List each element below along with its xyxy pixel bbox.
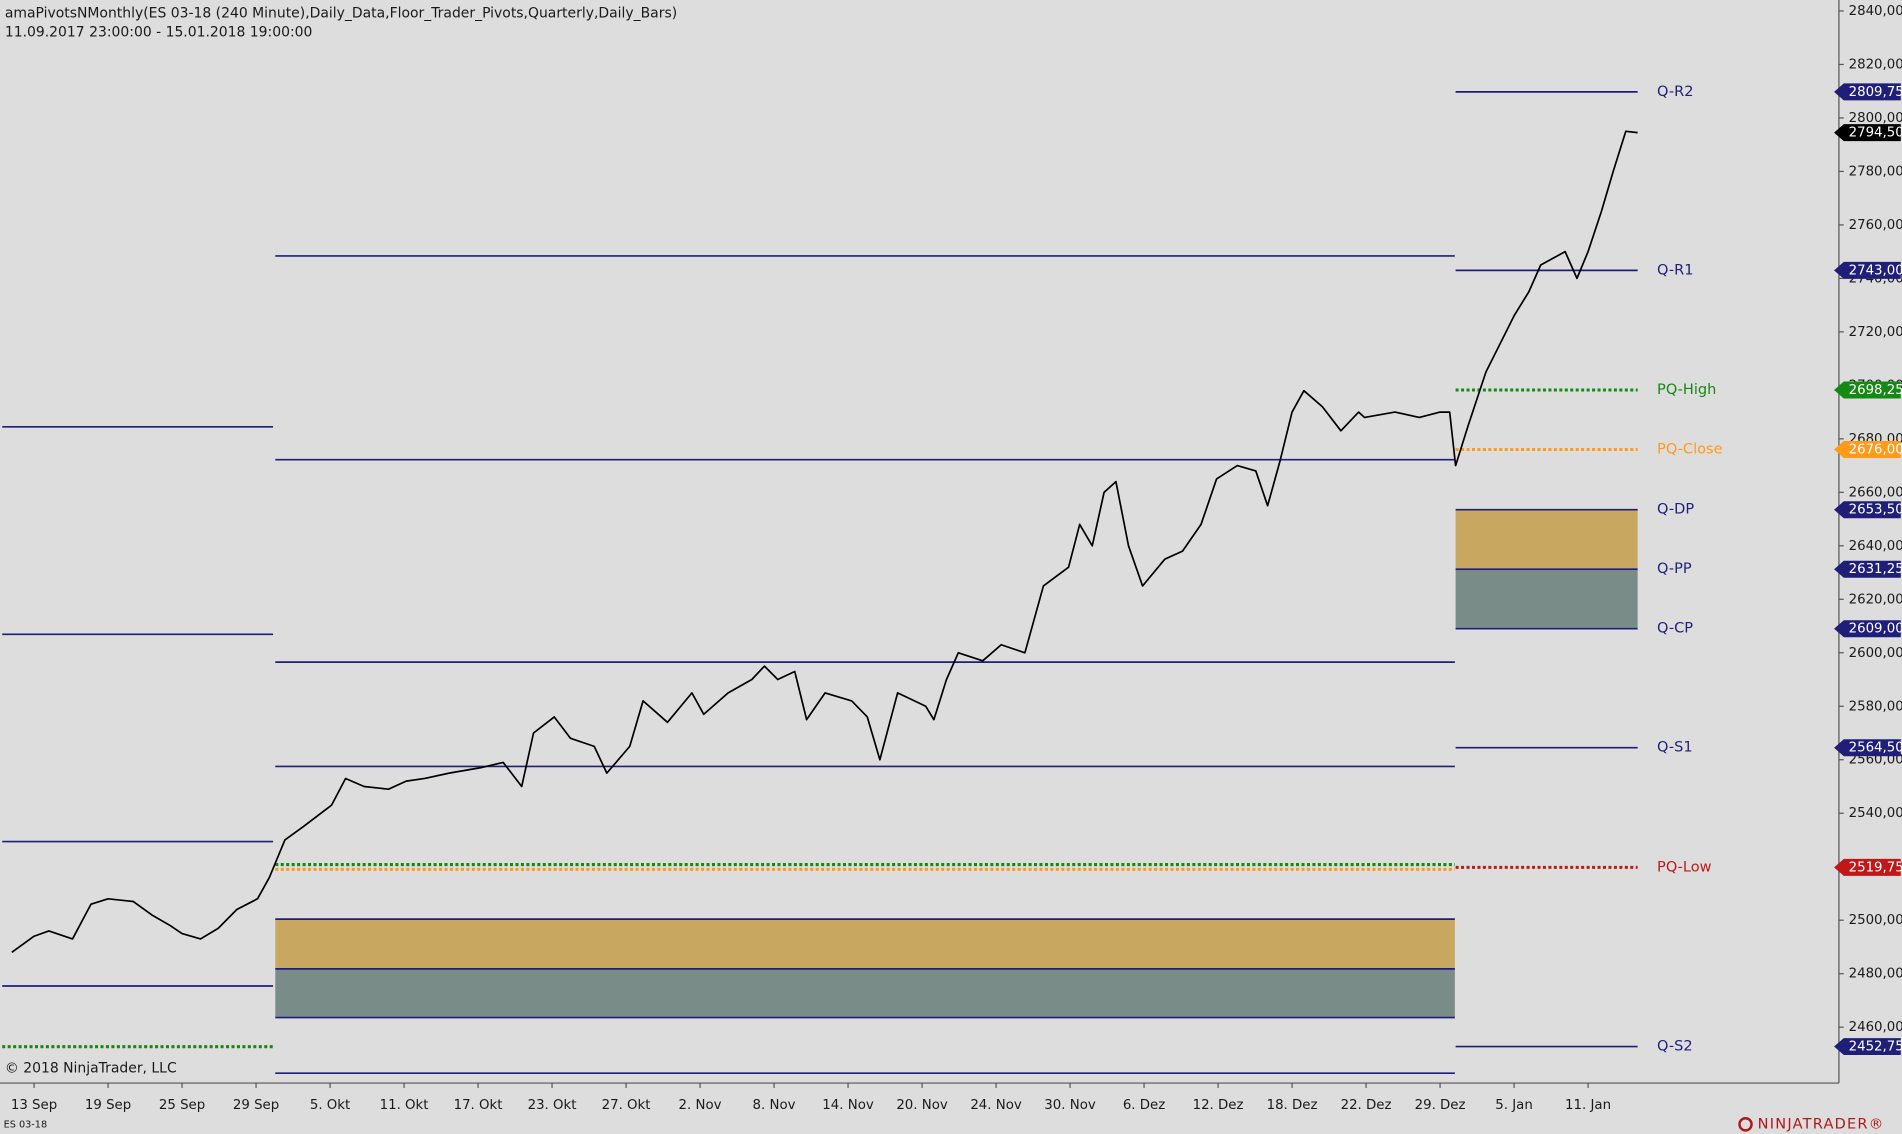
price-line [11,130,1638,953]
y-tick-label: 2480,00 [1849,967,1902,982]
pivot-tag-label: 2519,75 [1849,860,1902,875]
pivot-tag [1834,620,1901,638]
chart-title: amaPivotsNMonthly(ES 03-18 (240 Minute),… [5,5,677,21]
x-tick-label: 13 Sep [11,1098,57,1113]
pivot-tag [1834,1038,1901,1056]
pivot-tag-label: 2564,50 [1849,741,1902,756]
y-tick-label: 2720,00 [1849,325,1902,340]
pivot-tag [1834,441,1901,459]
y-tick-label: 2800,00 [1849,111,1902,126]
y-tick-label: 2820,00 [1849,57,1902,72]
y-tick-label: 2640,00 [1849,539,1902,554]
x-tick-label: 18. Dez [1267,1098,1318,1113]
pivot-zone [275,968,1455,1018]
last-price-tag [1834,124,1901,142]
y-tick-label: 2460,00 [1849,1020,1902,1035]
y-tick-label: 2540,00 [1849,806,1902,821]
pivot-name: PQ-Close [1657,441,1723,458]
x-tick-label: 27. Okt [602,1098,651,1113]
pivot-tag-label: 2676,00 [1849,443,1902,458]
pivot-tag [1834,501,1901,519]
x-tick-label: 29 Sep [233,1098,279,1113]
x-tick-label: 29. Dez [1415,1098,1466,1113]
x-tick-label: 2. Nov [679,1098,722,1113]
pivot-name: Q-PP [1657,560,1692,577]
pivot-tag-label: 2631,25 [1849,562,1902,577]
pivot-tag [1834,739,1901,757]
copyright: © 2018 NinjaTrader, LLC [5,1061,177,1077]
pivot-name: PQ-Low [1657,858,1712,875]
pivot-name: Q-CP [1657,620,1693,637]
instrument-label: ES 03-18 [4,1119,48,1130]
x-tick-label: 14. Nov [822,1098,874,1113]
pivot-tag-label: 2698,25 [1849,383,1902,398]
y-tick-label: 2780,00 [1849,164,1902,179]
pivot-zone [1455,569,1638,629]
pivot-tag-label: 2452,75 [1849,1040,1902,1055]
x-tick-label: 24. Nov [970,1098,1022,1113]
pivot-tag [1834,261,1901,279]
chart-subtitle: 11.09.2017 23:00:00 - 15.01.2018 19:00:0… [5,25,313,41]
y-tick-label: 2620,00 [1849,592,1902,607]
y-tick-label: 2760,00 [1849,218,1902,233]
x-tick-label: 25 Sep [159,1098,205,1113]
x-tick-label: 5. Jan [1495,1098,1533,1113]
x-tick-label: 6. Dez [1123,1098,1165,1113]
x-tick-label: 5. Okt [310,1098,350,1113]
pivot-zone [275,919,1455,969]
y-tick-label: 2840,00 [1849,4,1902,19]
pivot-name: Q-S1 [1657,739,1693,756]
pivot-name: PQ-High [1657,381,1716,398]
x-tick-label: 8. Nov [753,1098,796,1113]
pivot-tag [1834,560,1901,578]
x-tick-label: 30. Nov [1044,1098,1096,1113]
x-tick-label: 20. Nov [896,1098,948,1113]
pivot-zone [1455,509,1638,570]
x-tick-label: 19 Sep [85,1098,131,1113]
x-tick-label: 17. Okt [454,1098,503,1113]
pivot-tag [1834,858,1901,876]
pivot-name: Q-R1 [1657,261,1693,278]
pivot-name: Q-DP [1657,501,1694,518]
pivot-tag-label: 2609,00 [1849,622,1902,637]
x-tick-label: 22. Dez [1341,1098,1392,1113]
y-tick-label: 2560,00 [1849,753,1902,768]
logo: NINJATRADER® [1758,1115,1885,1132]
x-tick-label: 12. Dez [1193,1098,1244,1113]
y-tick-label: 2600,00 [1849,646,1902,661]
pivot-name: Q-S2 [1657,1038,1693,1055]
y-tick-label: 2580,00 [1849,699,1902,714]
x-tick-label: 11. Okt [380,1098,429,1113]
plot-area [2,91,1638,1075]
logo-icon [1738,1117,1753,1132]
pivot-tag-label: 2743,00 [1849,263,1902,278]
last-price-tag-label: 2794,50 [1849,126,1902,141]
pivot-tag [1834,83,1901,101]
y-tick-label: 2660,00 [1849,485,1902,500]
x-tick-label: 23. Okt [528,1098,577,1113]
pivot-tag-label: 2809,75 [1849,85,1902,100]
pivot-name: Q-R2 [1657,83,1693,100]
y-tick-label: 2500,00 [1849,913,1902,928]
pivot-tag [1834,381,1901,399]
x-tick-label: 11. Jan [1565,1098,1611,1113]
pivot-tag-label: 2653,50 [1849,503,1902,518]
